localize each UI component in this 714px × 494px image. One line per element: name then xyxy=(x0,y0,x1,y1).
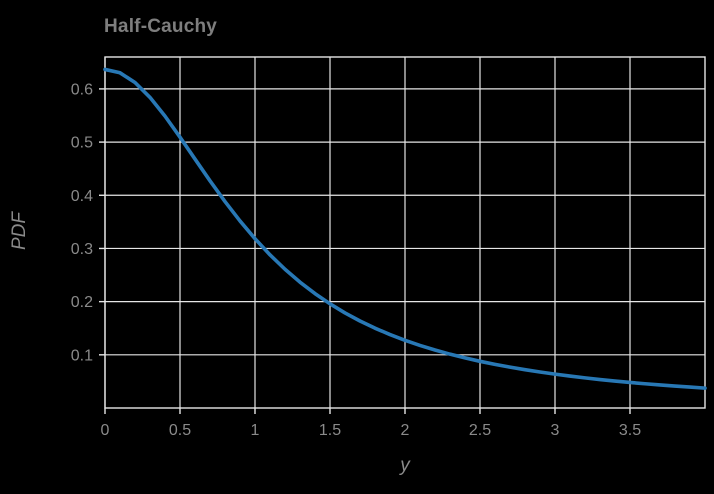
chart-title: Half-Cauchy xyxy=(104,16,218,37)
x-tick-label: 2 xyxy=(401,422,410,439)
y-tick-label: 0.5 xyxy=(71,135,93,152)
x-axis-label: y xyxy=(400,455,410,476)
x-tick-label: 0.5 xyxy=(169,422,191,439)
y-tick-label: 0.2 xyxy=(71,294,93,311)
y-tick-label: 0.4 xyxy=(71,188,93,205)
axis-ticks xyxy=(99,88,631,414)
x-tick-label: 1 xyxy=(251,422,260,439)
y-tick-label: 0.3 xyxy=(71,241,93,258)
x-tick-label: 1.5 xyxy=(319,422,341,439)
half-cauchy-pdf-line xyxy=(103,67,707,390)
tick-labels: 0 0.5 1 1.5 2 2.5 3 3.5 0.1 0.2 0.3 0.4 0.5 0.6 xyxy=(71,81,641,439)
x-tick-label: 0 xyxy=(101,422,110,439)
y-tick-label: 0.1 xyxy=(71,347,93,364)
x-tick-label: 3.5 xyxy=(619,422,641,439)
pdf-curve xyxy=(103,67,707,390)
grid-lines xyxy=(104,57,705,408)
y-tick-label: 0.6 xyxy=(71,81,93,98)
x-tick-label: 2.5 xyxy=(469,422,491,439)
x-tick-label: 3 xyxy=(551,422,560,439)
